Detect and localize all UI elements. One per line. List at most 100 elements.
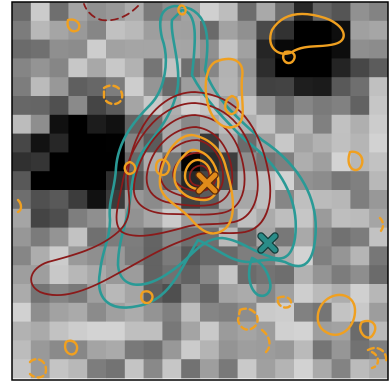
image-pixel <box>143 321 163 341</box>
image-pixel <box>218 77 238 97</box>
image-pixel <box>124 227 144 247</box>
image-pixel <box>87 114 107 134</box>
image-pixel <box>124 321 144 341</box>
image-pixel <box>294 2 314 22</box>
image-pixel <box>237 77 257 97</box>
image-pixel <box>49 321 69 341</box>
image-pixel <box>87 96 107 116</box>
image-pixel <box>256 340 276 360</box>
image-pixel <box>312 77 332 97</box>
image-pixel <box>12 133 32 153</box>
image-pixel <box>275 321 295 341</box>
image-pixel <box>331 190 351 210</box>
image-pixel <box>49 265 69 285</box>
image-pixel <box>200 321 220 341</box>
image-pixel <box>294 114 314 134</box>
image-pixel <box>369 227 388 247</box>
image-pixel <box>68 96 88 116</box>
image-pixel <box>350 77 370 97</box>
image-pixel <box>162 321 182 341</box>
image-pixel <box>87 39 107 59</box>
image-pixel <box>87 284 107 304</box>
image-pixel <box>294 227 314 247</box>
image-pixel <box>87 58 107 78</box>
image-pixel <box>124 246 144 266</box>
image-pixel <box>30 227 50 247</box>
image-pixel <box>12 359 32 379</box>
image-pixel <box>350 190 370 210</box>
image-pixel <box>12 114 32 134</box>
image-pixel <box>87 2 107 22</box>
image-pixel <box>87 171 107 191</box>
image-pixel <box>12 340 32 360</box>
image-pixel <box>312 284 332 304</box>
image-pixel <box>68 39 88 59</box>
image-pixel <box>237 58 257 78</box>
image-pixel <box>256 114 276 134</box>
image-pixel <box>200 39 220 59</box>
image-pixel <box>162 340 182 360</box>
image-pixel <box>350 171 370 191</box>
image-pixel <box>30 190 50 210</box>
image-pixel <box>49 77 69 97</box>
image-pixel <box>275 133 295 153</box>
image-pixel <box>369 359 388 379</box>
image-pixel <box>256 96 276 116</box>
image-pixel <box>87 20 107 40</box>
image-pixel <box>106 359 126 379</box>
image-pixel <box>256 2 276 22</box>
image-pixel <box>30 20 50 40</box>
image-pixel <box>294 152 314 172</box>
image-pixel <box>256 58 276 78</box>
image-pixel <box>350 284 370 304</box>
image-pixel <box>369 284 388 304</box>
image-pixel <box>12 77 32 97</box>
image-pixel <box>294 284 314 304</box>
teal-x-marker <box>257 232 279 254</box>
image-pixel <box>181 265 201 285</box>
image-pixel <box>162 246 182 266</box>
image-pixel <box>87 208 107 228</box>
image-pixel <box>181 96 201 116</box>
image-pixel <box>294 39 314 59</box>
image-pixel <box>12 284 32 304</box>
image-pixel <box>350 58 370 78</box>
image-pixel <box>312 340 332 360</box>
image-pixel <box>87 359 107 379</box>
image-pixel <box>181 284 201 304</box>
image-pixel <box>369 39 388 59</box>
image-pixel <box>162 359 182 379</box>
image-pixel <box>350 246 370 266</box>
image-pixel <box>369 190 388 210</box>
image-pixel <box>350 114 370 134</box>
image-pixel <box>181 114 201 134</box>
image-pixel <box>312 265 332 285</box>
teal-contours <box>97 4 318 309</box>
image-pixel <box>331 2 351 22</box>
image-pixel <box>181 359 201 379</box>
image-pixel <box>350 227 370 247</box>
image-pixel <box>237 171 257 191</box>
image-pixel <box>49 96 69 116</box>
image-pixel <box>237 359 257 379</box>
image-pixel <box>237 20 257 40</box>
image-pixel <box>256 190 276 210</box>
image-pixel <box>87 265 107 285</box>
image-pixel <box>294 96 314 116</box>
image-pixel <box>369 208 388 228</box>
image-pixel <box>200 340 220 360</box>
image-pixel <box>369 96 388 116</box>
image-pixel <box>331 58 351 78</box>
image-pixel <box>49 246 69 266</box>
image-pixel <box>294 133 314 153</box>
image-pixel <box>30 340 50 360</box>
image-pixel <box>68 58 88 78</box>
image-pixel <box>181 58 201 78</box>
image-pixel <box>49 227 69 247</box>
image-pixel <box>143 39 163 59</box>
image-pixel <box>218 340 238 360</box>
image-pixel <box>49 58 69 78</box>
image-pixel <box>218 284 238 304</box>
image-pixel <box>256 77 276 97</box>
